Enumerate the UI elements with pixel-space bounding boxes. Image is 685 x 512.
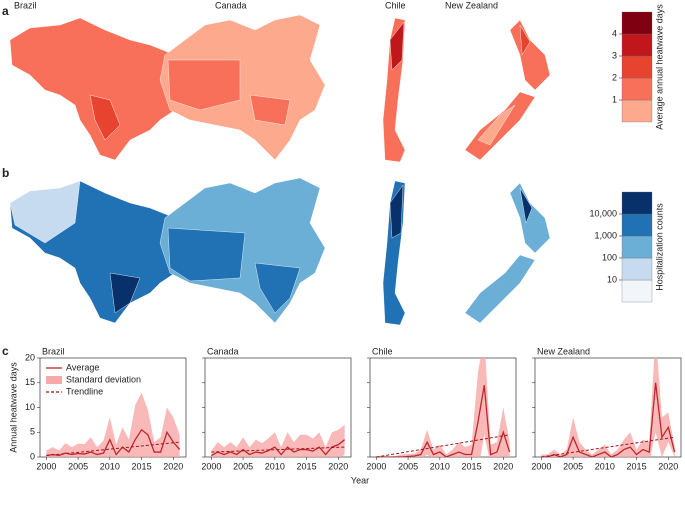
axes-frame xyxy=(369,357,517,458)
panel-label: a xyxy=(2,4,9,18)
x-tick-label: 2020 xyxy=(163,461,183,471)
chart-title: Chile xyxy=(372,346,393,356)
trendline xyxy=(376,434,510,458)
x-tick-label: 2015 xyxy=(627,461,647,471)
x-tick-label: 2020 xyxy=(328,461,348,471)
chart-title: Canada xyxy=(207,346,239,356)
x-tick-label: 2020 xyxy=(658,461,678,471)
x-tick-label: 2000 xyxy=(531,461,551,471)
legend-swatch xyxy=(621,235,653,259)
legend-title: Average annual heatwave days xyxy=(654,4,664,130)
legend-swatch xyxy=(621,257,653,281)
legend-tick-label: 10,000 xyxy=(589,208,617,218)
legend-label: Trendline xyxy=(66,386,103,396)
x-tick-label: 2000 xyxy=(36,461,56,471)
average-line xyxy=(376,385,511,457)
y-tick-label: 5 xyxy=(30,427,35,437)
y-tick-label: 20 xyxy=(25,352,35,362)
panel-label: c xyxy=(2,344,9,358)
legend-label: Standard deviation xyxy=(66,374,141,384)
x-tick-label: 2010 xyxy=(430,461,450,471)
legend-swatch xyxy=(621,77,653,101)
std-band xyxy=(211,424,345,457)
legend-swatch xyxy=(621,213,653,237)
x-axis-label: Year xyxy=(351,475,369,485)
x-tick-label: 2000 xyxy=(366,461,386,471)
legend-tick-label: 3 xyxy=(612,50,617,60)
x-tick-label: 2005 xyxy=(233,461,253,471)
legend-swatch xyxy=(621,191,653,215)
std-band xyxy=(541,358,675,457)
legend-tick-label: 1,000 xyxy=(594,230,617,240)
x-tick-label: 2010 xyxy=(265,461,285,471)
legend-tick-label: 4 xyxy=(612,28,617,38)
chart-title: Brazil xyxy=(42,346,65,356)
std-band xyxy=(376,358,510,457)
legend-swatch xyxy=(621,33,653,57)
legend-label: Average xyxy=(66,362,99,372)
x-tick-label: 2020 xyxy=(493,461,513,471)
chart-title: New Zealand xyxy=(537,346,590,356)
legend-swatch xyxy=(621,279,653,303)
x-tick-label: 2015 xyxy=(462,461,482,471)
average-line xyxy=(211,439,346,457)
legend-tick-label: 100 xyxy=(602,252,617,262)
hospitalization-maps xyxy=(9,177,551,326)
heatwave-maps xyxy=(9,14,551,163)
legend-swatch xyxy=(46,376,62,384)
x-tick-label: 2000 xyxy=(201,461,221,471)
map-title: New Zealand xyxy=(445,0,498,10)
x-tick-label: 2010 xyxy=(595,461,615,471)
panel-label: b xyxy=(2,166,9,180)
x-tick-label: 2015 xyxy=(132,461,152,471)
legend-tick-label: 1 xyxy=(612,94,617,104)
y-axis-label: Annual heatwave days xyxy=(8,362,18,453)
legend-swatch xyxy=(621,55,653,79)
average-line xyxy=(541,382,676,457)
y-tick-label: 0 xyxy=(30,451,35,461)
x-tick-label: 2015 xyxy=(297,461,317,471)
map-title: Brazil xyxy=(14,0,37,10)
y-tick-label: 10 xyxy=(25,402,35,412)
legend-tick-label: 10 xyxy=(607,274,617,284)
y-tick-label: 15 xyxy=(25,377,35,387)
legend-tick-label: 2 xyxy=(612,72,617,82)
x-tick-label: 2005 xyxy=(68,461,88,471)
trendline xyxy=(46,441,180,457)
x-tick-label: 2005 xyxy=(398,461,418,471)
trendline xyxy=(541,436,675,458)
x-tick-label: 2005 xyxy=(563,461,583,471)
legend-swatch xyxy=(621,11,653,35)
legend-title: Hospitalization counts xyxy=(654,203,664,291)
map-title: Canada xyxy=(215,0,247,10)
trendline xyxy=(211,446,345,453)
std-band xyxy=(46,392,180,457)
legend-swatch xyxy=(621,99,653,123)
map-title: Chile xyxy=(385,0,406,10)
x-tick-label: 2010 xyxy=(100,461,120,471)
